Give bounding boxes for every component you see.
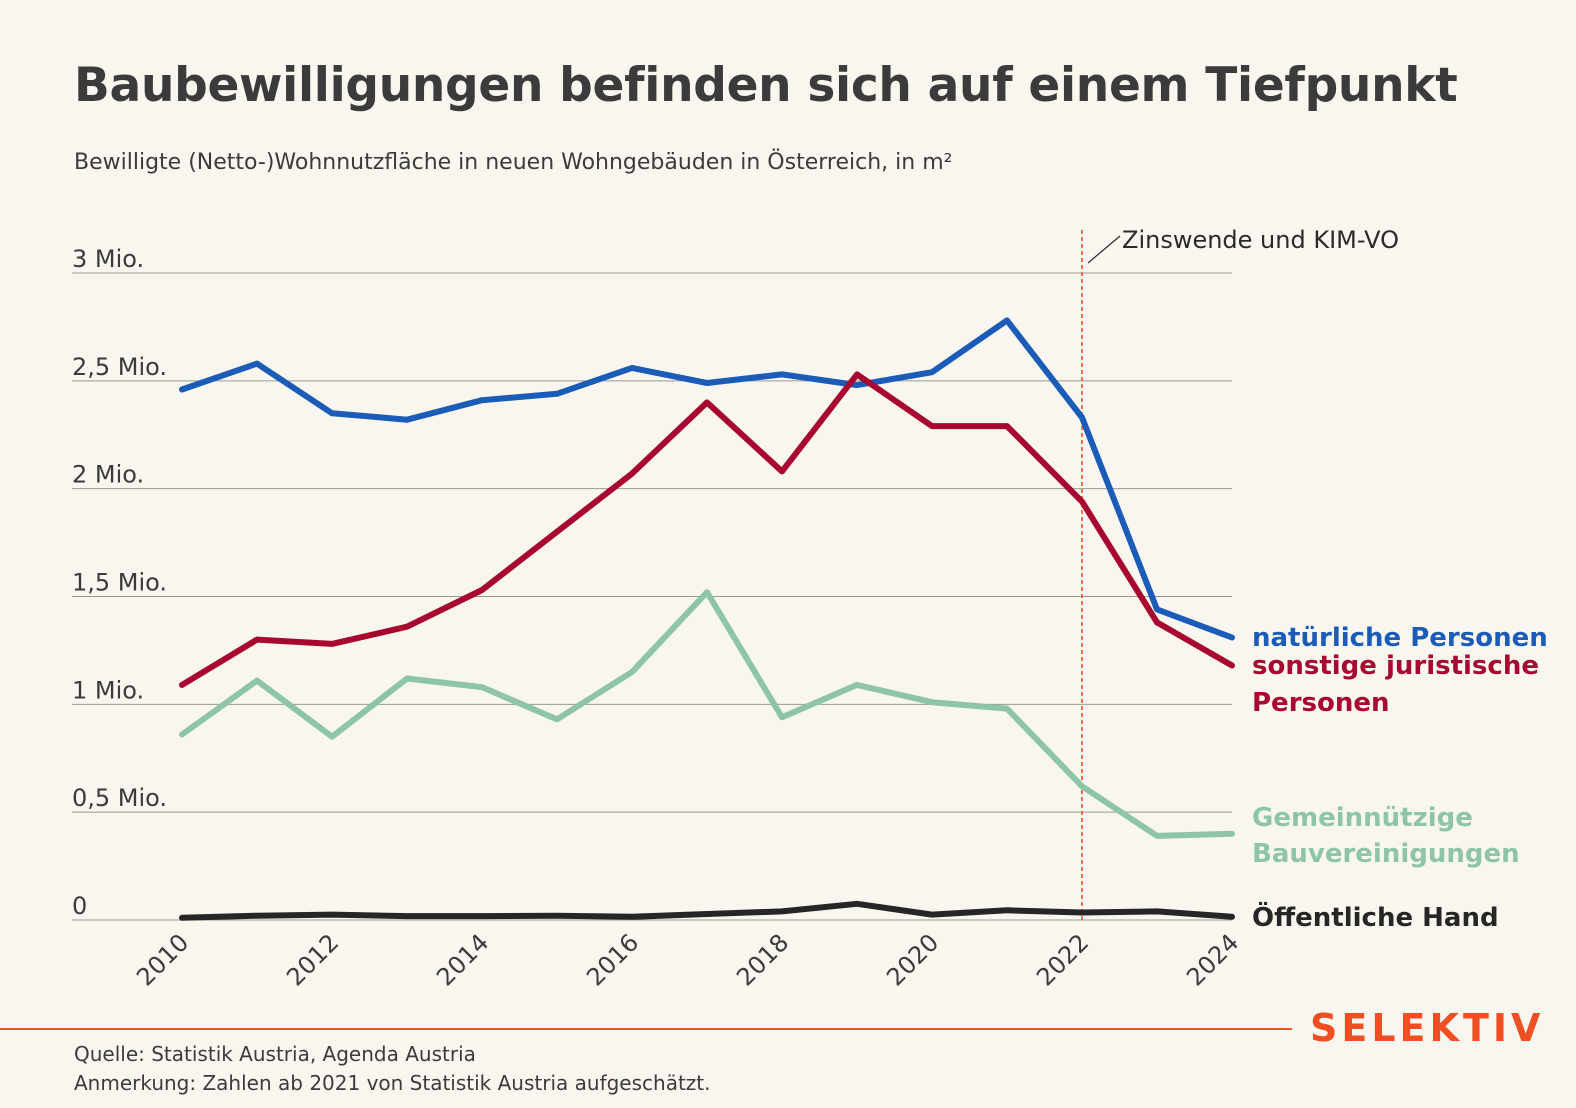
- series-label-oeffentlich: Öffentliche Hand: [1252, 900, 1499, 933]
- series-line-gemeinnuetzig: [179, 589, 1235, 839]
- gridlines: [72, 272, 1232, 921]
- chart-subtitle: Bewilligte (Netto-)Wohnnutzfläche in neu…: [74, 150, 953, 175]
- series-label-natuerlich: natürliche Personen: [1252, 623, 1548, 653]
- annotation-zinswende: Zinswende und KIM-VO: [1081, 226, 1399, 920]
- y-axis-ticks: 0 0,5 Mio. 1 Mio. 1,5 Mio. 2 Mio. 2,5 Mio. 3 M…: [72, 245, 167, 920]
- series-line-natuerlich: [179, 317, 1235, 641]
- series-label-gemeinnuetzig: Gemeinnützige: [1252, 803, 1473, 833]
- x-tick-label: 2010: [131, 928, 194, 991]
- x-tick-label: 2018: [731, 928, 794, 991]
- x-tick-label: 2014: [431, 928, 494, 991]
- series-lines: [179, 317, 1235, 921]
- series-label-juristisch: Personen: [1252, 688, 1390, 718]
- x-tick-label: 2012: [281, 928, 344, 991]
- x-tick-label: 2024: [1181, 928, 1244, 991]
- x-tick-label: 2022: [1031, 928, 1094, 991]
- y-tick-label: 1 Mio.: [72, 676, 144, 704]
- annotation-leader: [1087, 235, 1121, 264]
- x-axis-ticks: 2010 2012 2014 2016 2018 2020 2022 2024: [131, 928, 1244, 991]
- y-tick-label: 1,5 Mio.: [72, 569, 167, 597]
- brand-logo: SELEKTIV: [1310, 1006, 1545, 1050]
- source-note: Quelle: Statistik Austria, Agenda Austri…: [74, 1042, 476, 1066]
- series-label-juristisch: sonstige juristische: [1252, 651, 1539, 681]
- annotation-text: Zinswende und KIM-VO: [1122, 226, 1399, 254]
- footnote: Anmerkung: Zahlen ab 2021 von Statistik …: [74, 1071, 711, 1095]
- series-line-juristisch: [179, 371, 1235, 688]
- y-tick-label: 2 Mio.: [72, 461, 144, 489]
- y-tick-label: 2,5 Mio.: [72, 353, 167, 381]
- series-label-gemeinnuetzig: Bauvereinigungen: [1252, 839, 1520, 869]
- footer-divider: [0, 1028, 1292, 1030]
- chart-title: Baubewilligungen befinden sich auf einem…: [74, 58, 1458, 113]
- y-tick-label: 3 Mio.: [72, 245, 144, 273]
- series-line-oeffentlich: [179, 900, 1235, 921]
- x-tick-label: 2020: [881, 928, 944, 991]
- line-chart: 0 0,5 Mio. 1 Mio. 1,5 Mio. 2 Mio. 2,5 Mio. 3 M…: [72, 226, 1548, 991]
- y-tick-label: 0,5 Mio.: [72, 784, 167, 812]
- y-tick-label: 0: [72, 892, 87, 920]
- x-tick-label: 2016: [581, 928, 644, 991]
